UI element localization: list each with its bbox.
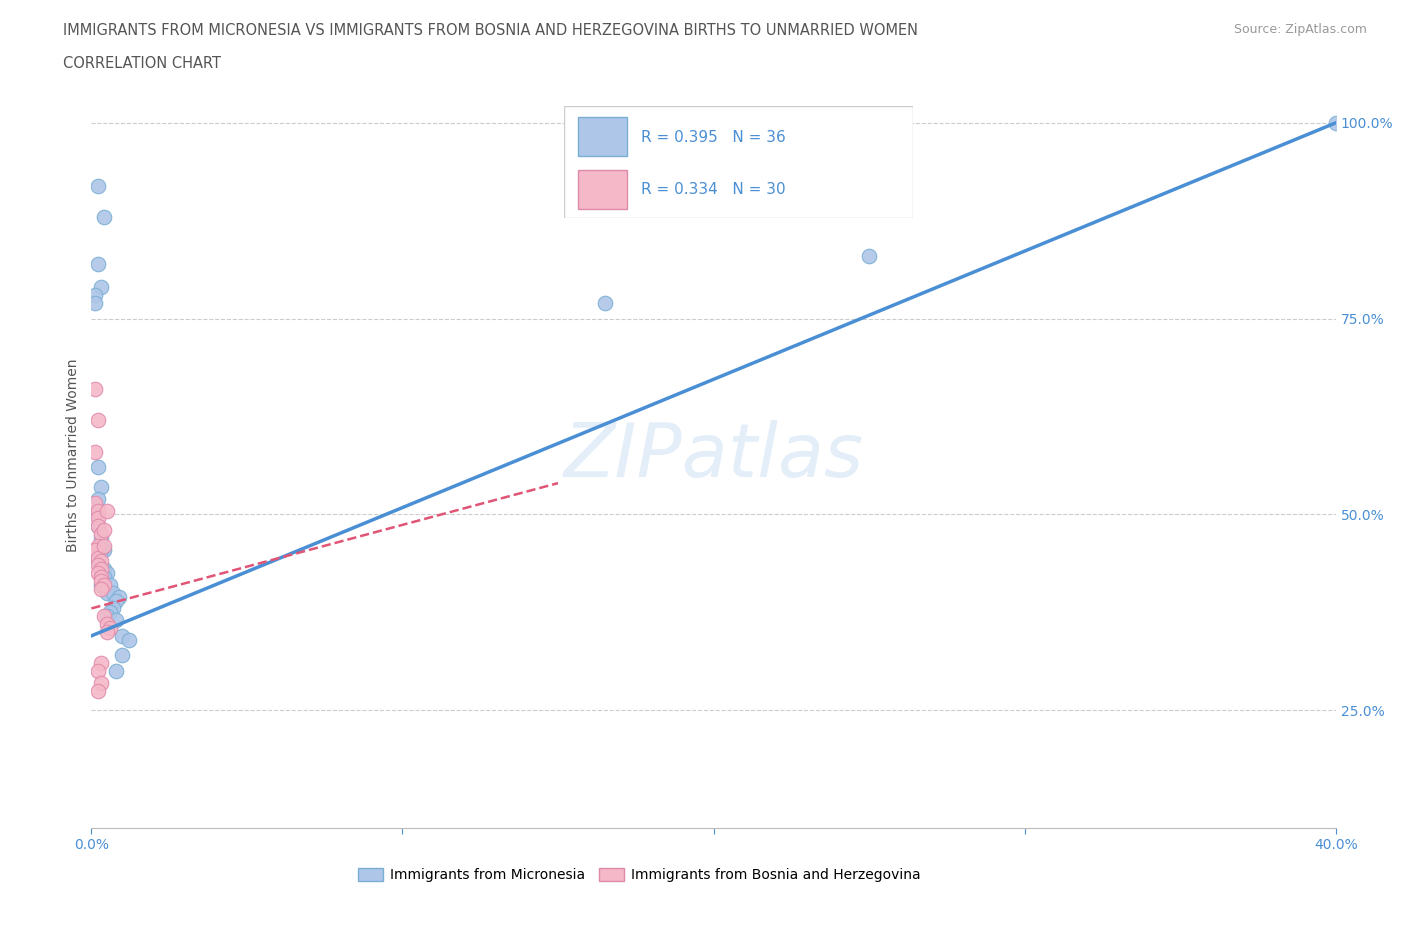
- Point: [90, 570, 112, 585]
- FancyBboxPatch shape: [578, 169, 627, 208]
- Point: [90, 526, 112, 541]
- Point: [105, 664, 128, 679]
- Point: [86, 565, 108, 580]
- FancyBboxPatch shape: [564, 106, 912, 218]
- Point: [101, 601, 124, 616]
- Point: [86, 664, 108, 679]
- Point: [86, 550, 108, 565]
- Legend: Immigrants from Micronesia, Immigrants from Bosnia and Herzegovina: Immigrants from Micronesia, Immigrants f…: [352, 863, 925, 888]
- Point: [101, 585, 124, 600]
- Point: [118, 632, 141, 647]
- FancyBboxPatch shape: [578, 117, 627, 156]
- Point: [90, 574, 112, 589]
- Point: [86, 538, 108, 553]
- Point: [86, 519, 108, 534]
- Point: [93, 209, 115, 224]
- Y-axis label: Births to Unmarried Women: Births to Unmarried Women: [66, 359, 80, 552]
- Point: [86, 257, 108, 272]
- Point: [86, 413, 108, 428]
- Point: [98, 604, 121, 619]
- Point: [90, 578, 112, 592]
- Point: [90, 562, 112, 577]
- Text: R = 0.334   N = 30: R = 0.334 N = 30: [641, 182, 786, 197]
- Point: [90, 480, 112, 495]
- Point: [83, 296, 105, 311]
- Point: [98, 620, 121, 635]
- Point: [96, 609, 118, 624]
- Point: [90, 562, 112, 577]
- Point: [858, 248, 880, 263]
- Point: [83, 507, 105, 522]
- Point: [90, 530, 112, 545]
- Text: ZIPatlas: ZIPatlas: [564, 419, 863, 492]
- Point: [93, 578, 115, 592]
- Point: [90, 675, 112, 690]
- Point: [86, 554, 108, 569]
- Point: [98, 578, 121, 592]
- Point: [86, 491, 108, 506]
- Point: [593, 296, 616, 311]
- Point: [1324, 115, 1347, 130]
- Point: [96, 565, 118, 580]
- Point: [83, 381, 105, 396]
- Point: [86, 503, 108, 518]
- Point: [111, 629, 134, 644]
- Point: [83, 287, 105, 302]
- Text: R = 0.395   N = 36: R = 0.395 N = 36: [641, 130, 786, 145]
- Point: [90, 581, 112, 596]
- Point: [83, 445, 105, 459]
- Text: Source: ZipAtlas.com: Source: ZipAtlas.com: [1233, 23, 1367, 36]
- Text: CORRELATION CHART: CORRELATION CHART: [63, 56, 221, 71]
- Point: [86, 511, 108, 525]
- Point: [90, 554, 112, 569]
- Point: [93, 538, 115, 553]
- Point: [93, 562, 115, 577]
- Point: [93, 542, 115, 557]
- Point: [96, 617, 118, 631]
- Point: [86, 558, 108, 573]
- Point: [105, 613, 128, 628]
- Point: [86, 178, 108, 193]
- Point: [90, 542, 112, 557]
- Point: [86, 460, 108, 475]
- Point: [96, 585, 118, 600]
- Point: [96, 624, 118, 639]
- Point: [108, 590, 131, 604]
- Point: [83, 542, 105, 557]
- Text: IMMIGRANTS FROM MICRONESIA VS IMMIGRANTS FROM BOSNIA AND HERZEGOVINA BIRTHS TO U: IMMIGRANTS FROM MICRONESIA VS IMMIGRANTS…: [63, 23, 918, 38]
- Point: [96, 503, 118, 518]
- Point: [93, 609, 115, 624]
- Point: [90, 656, 112, 671]
- Point: [83, 496, 105, 511]
- Point: [86, 519, 108, 534]
- Point: [93, 570, 115, 585]
- Point: [105, 593, 128, 608]
- Point: [86, 684, 108, 698]
- Point: [93, 523, 115, 538]
- Point: [111, 648, 134, 663]
- Point: [90, 280, 112, 295]
